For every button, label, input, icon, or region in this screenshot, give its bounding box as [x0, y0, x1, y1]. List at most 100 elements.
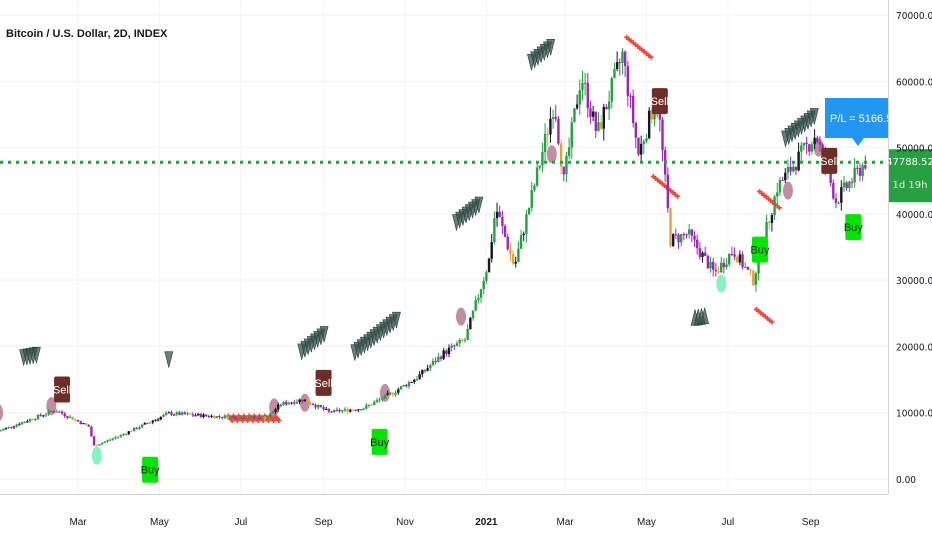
candle-body [789, 166, 792, 172]
candle [362, 407, 365, 411]
candle [42, 414, 45, 418]
candle-body [148, 422, 152, 424]
candle [666, 167, 670, 213]
candle-body [578, 90, 581, 105]
candle [119, 434, 122, 438]
candle-body [821, 144, 824, 151]
candle-body [645, 138, 648, 142]
candle-body [215, 416, 219, 419]
cross-marker [271, 418, 277, 424]
candle [685, 233, 688, 239]
cross-marker [648, 54, 654, 60]
candle [591, 105, 595, 122]
candle-body [818, 141, 822, 145]
candle [818, 136, 822, 152]
candle-body [421, 369, 424, 375]
candle [679, 234, 683, 247]
circle-marker-layer [0, 138, 824, 465]
candle [239, 415, 243, 419]
candle-body [335, 409, 339, 411]
candle-body [810, 144, 814, 152]
candle-body [124, 434, 128, 436]
candle [453, 344, 456, 350]
pl-callout-box [825, 98, 888, 138]
candle-body [858, 168, 862, 176]
candle-body [47, 410, 50, 415]
candle [84, 422, 88, 426]
candle-body [621, 51, 624, 63]
candle-body [164, 413, 168, 415]
candle-body [728, 254, 731, 265]
candle [290, 402, 293, 405]
candle-body [106, 440, 109, 442]
sell-signal: Sell [314, 369, 333, 396]
candle [223, 413, 227, 420]
candle-body [431, 360, 435, 366]
candle [837, 201, 840, 205]
candle-body [44, 414, 48, 416]
candle [554, 104, 557, 122]
candle-body [679, 234, 683, 243]
candle-body [768, 222, 771, 224]
candle [623, 50, 627, 78]
candle [720, 256, 723, 274]
candle-body [733, 254, 736, 257]
candle-body [674, 234, 678, 236]
candle-body [271, 411, 275, 414]
candle [808, 143, 811, 157]
candle [741, 251, 744, 270]
candle [634, 121, 638, 149]
candle-body [423, 369, 427, 371]
circle-marker [0, 404, 3, 421]
candle [207, 414, 211, 419]
candle [690, 229, 694, 243]
candle-body [722, 262, 726, 268]
candle [167, 411, 170, 414]
candle-body [554, 117, 557, 119]
candle-body [290, 402, 293, 404]
candle-body [712, 261, 715, 270]
candle [447, 344, 451, 358]
candle-body [575, 104, 579, 109]
candle [421, 369, 424, 378]
candle-body [10, 426, 13, 428]
candle [405, 383, 408, 388]
candle-body [642, 141, 646, 144]
triangle-down-marker [392, 311, 401, 329]
candle [215, 415, 219, 419]
candle [415, 375, 419, 382]
candle [357, 409, 360, 413]
candle-body [757, 253, 760, 274]
candle-body [864, 165, 867, 169]
candle [231, 416, 235, 419]
candle-body [562, 166, 565, 175]
candle [68, 414, 72, 419]
candle-body [461, 339, 464, 341]
x-tick-label: 2021 [475, 517, 498, 528]
candle [738, 250, 742, 266]
candle [204, 414, 208, 418]
candle [842, 175, 846, 192]
candle-body [210, 415, 213, 417]
candle [639, 135, 643, 162]
triangle-marker-cluster [690, 307, 710, 326]
candle-body [71, 416, 74, 420]
candle [471, 310, 475, 321]
candle [853, 157, 856, 188]
candle-body [55, 411, 58, 413]
candle-body [63, 413, 66, 417]
candle-body [394, 392, 397, 395]
candle-body [383, 394, 387, 399]
sell-signal: Sell [651, 88, 669, 115]
candle-body [132, 427, 136, 432]
candle [631, 89, 635, 128]
candle [583, 72, 587, 96]
candle-body [413, 379, 416, 383]
candle [776, 182, 779, 204]
candle [338, 408, 341, 413]
candle [733, 247, 736, 261]
candle [551, 109, 555, 129]
candle-body [599, 122, 603, 129]
candle-body [277, 404, 280, 410]
